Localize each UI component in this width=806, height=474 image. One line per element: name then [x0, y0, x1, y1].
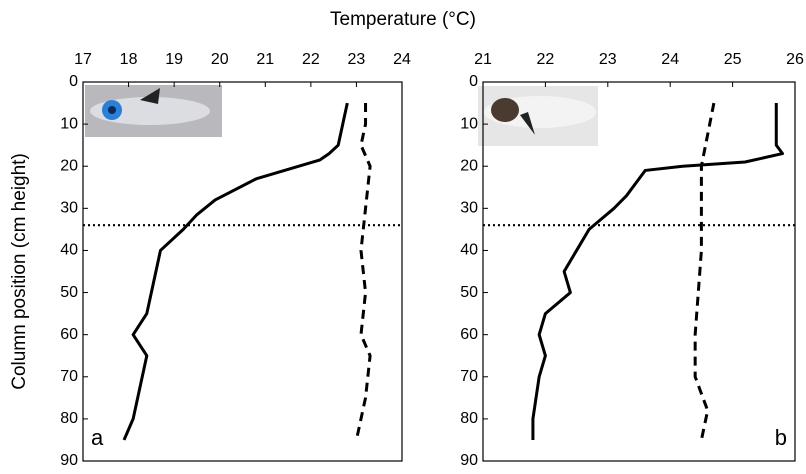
panel-label: a [91, 425, 104, 450]
x-tick-label: 25 [724, 51, 742, 68]
y-tick-label: 90 [60, 452, 78, 469]
x-tick-label: 24 [661, 51, 679, 68]
y-tick-label: 50 [460, 284, 478, 301]
y-tick-label: 80 [460, 410, 478, 427]
y-tick-label: 50 [60, 284, 78, 301]
y-tick-label: 80 [60, 410, 78, 427]
y-axis-title: Column position (cm height) [9, 153, 30, 390]
y-tick-label: 60 [460, 326, 478, 343]
panel-label: b [775, 425, 787, 450]
x-tick-label: 21 [474, 51, 492, 68]
fish-photo-b [478, 86, 598, 146]
y-tick-label: 40 [60, 242, 78, 259]
x-tick-label: 19 [165, 51, 183, 68]
plot-frame [82, 81, 403, 462]
plot-frame [482, 81, 796, 462]
y-tick-label: 30 [460, 200, 478, 217]
line-series [354, 103, 372, 441]
y-tick-label: 10 [60, 115, 78, 132]
y-tick-label: 60 [60, 326, 78, 343]
x-tick-label: 17 [74, 51, 92, 68]
y-tick-label: 20 [60, 157, 78, 174]
line-series [122, 102, 349, 441]
y-tick-label: 0 [469, 73, 478, 90]
y-tick-label: 20 [460, 157, 478, 174]
y-tick-label: 70 [60, 368, 78, 385]
x-tick-label: 22 [537, 51, 555, 68]
x-axis-title: Temperature (°C) [330, 9, 476, 30]
x-tick-label: 24 [393, 51, 411, 68]
y-tick-label: 90 [460, 452, 478, 469]
x-tick-label: 23 [599, 51, 617, 68]
x-tick-label: 23 [348, 51, 366, 68]
x-tick-label: 26 [786, 51, 804, 68]
line-series [693, 102, 716, 441]
x-tick-label: 22 [302, 51, 320, 68]
x-tick-label: 18 [120, 51, 138, 68]
x-tick-label: 20 [211, 51, 229, 68]
y-tick-label: 0 [69, 73, 78, 90]
fish-photo-a [85, 85, 222, 137]
x-tick-label: 21 [256, 51, 274, 68]
y-tick-label: 40 [460, 242, 478, 259]
y-tick-label: 10 [460, 115, 478, 132]
y-tick-label: 70 [460, 368, 478, 385]
line-series [531, 103, 785, 440]
y-tick-label: 30 [60, 200, 78, 217]
